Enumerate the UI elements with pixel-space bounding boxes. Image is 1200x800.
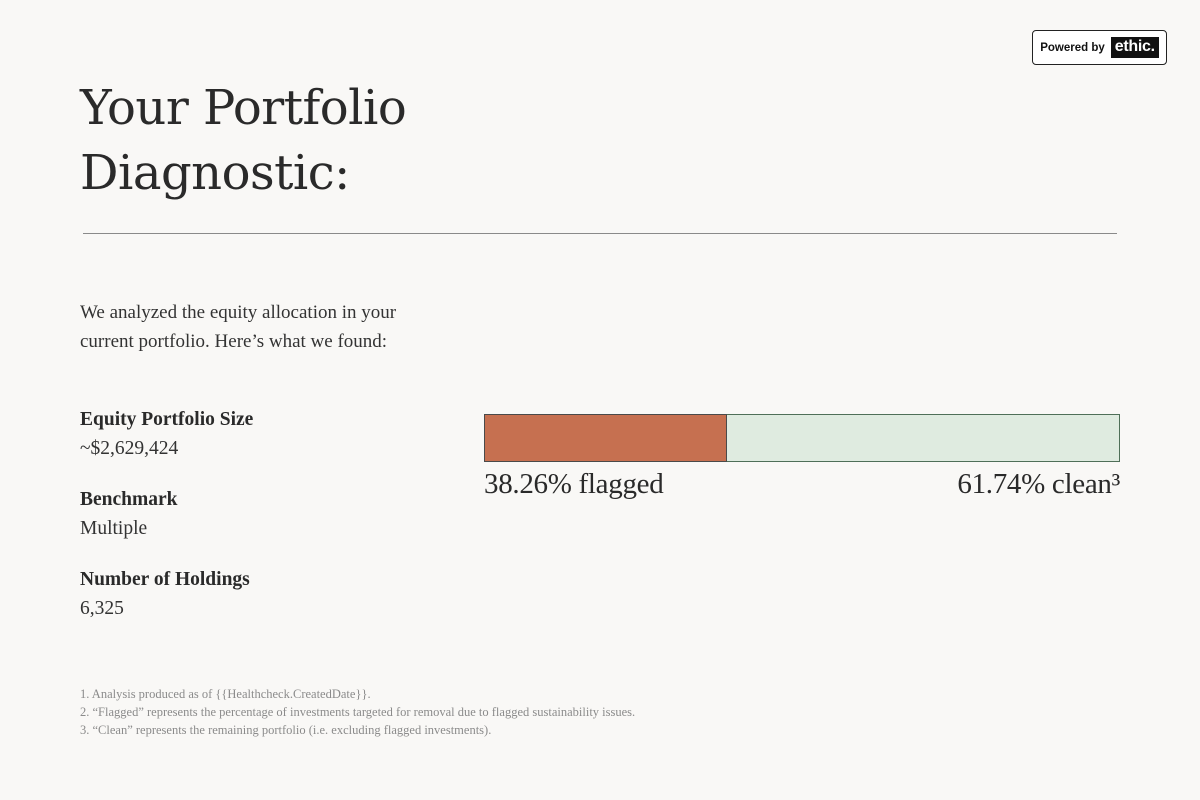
powered-by-badge: Powered by ethic. (1032, 30, 1167, 65)
powered-by-text: Powered by (1040, 41, 1105, 54)
stat-value: ~$2,629,424 (80, 438, 179, 459)
stat-number-of-holdings: Number of Holdings 6,325 (80, 566, 400, 624)
footnotes: 1. Analysis produced as of {{Healthcheck… (80, 685, 980, 739)
stat-benchmark: Benchmark Multiple (80, 486, 400, 544)
page-title: Your Portfolio Diagnostic: (80, 80, 407, 201)
stat-value: Multiple (80, 518, 148, 539)
stat-label: Equity Portfolio Size (80, 409, 254, 430)
footnote-3: 3. “Clean” represents the remaining port… (80, 723, 492, 737)
flagged-segment (484, 414, 728, 462)
footnote-1: 1. Analysis produced as of {{Healthcheck… (80, 687, 371, 701)
clean-label: 61.74% clean³ (957, 468, 1120, 500)
stat-label: Benchmark (80, 489, 178, 510)
stat-value: 6,325 (80, 598, 124, 619)
flagged-label: 38.26% flagged (484, 468, 664, 500)
footnote-2: 2. “Flagged” represents the percentage o… (80, 705, 636, 719)
stat-equity-portfolio-size: Equity Portfolio Size ~$2,629,424 (80, 406, 400, 464)
divider (83, 233, 1117, 234)
clean-segment (727, 414, 1120, 462)
stat-label: Number of Holdings (80, 569, 250, 590)
intro-text: We analyzed the equity allocation in you… (80, 302, 397, 352)
ethic-logo: ethic. (1110, 37, 1159, 58)
allocation-bar (484, 414, 1120, 462)
